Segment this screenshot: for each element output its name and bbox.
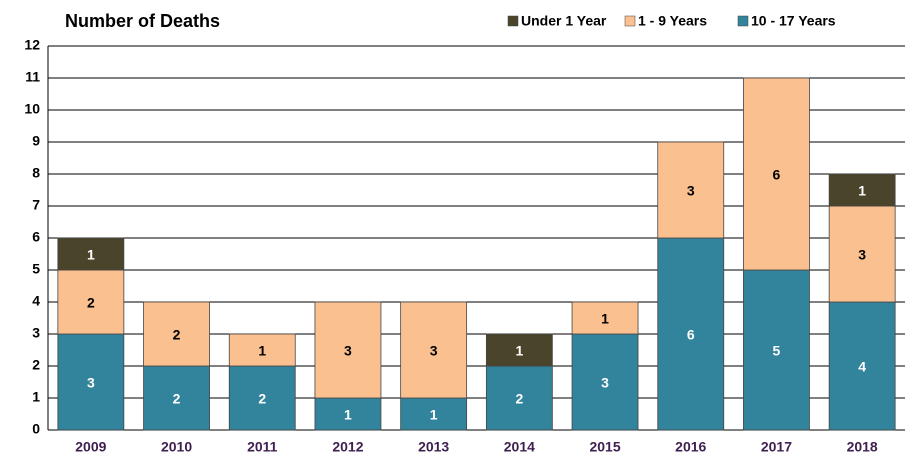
bar-segment [314, 397, 382, 431]
data-label: 1 [344, 407, 352, 423]
y-tick-label: 11 [25, 69, 40, 85]
legend-swatch [507, 15, 519, 27]
bar-segment [400, 397, 468, 431]
data-label: 1 [601, 311, 609, 327]
data-label: 3 [87, 375, 95, 391]
chart-title: Number of Deaths [65, 11, 220, 31]
y-tick-label: 9 [32, 133, 40, 149]
data-label: 3 [687, 183, 695, 199]
bar-segment [57, 333, 125, 431]
bar-segment [228, 365, 296, 431]
data-label: 3 [858, 247, 866, 263]
bar-segment [485, 333, 553, 367]
y-tick-label: 4 [32, 293, 40, 309]
data-label: 3 [430, 343, 438, 359]
bar-segment [57, 269, 125, 335]
data-label: 1 [858, 183, 866, 199]
bar-segment [400, 301, 468, 399]
data-label: 5 [773, 343, 781, 359]
y-tick-label: 5 [32, 261, 40, 277]
bar-segment [571, 333, 639, 431]
bar-segment [314, 301, 382, 399]
data-label: 3 [344, 343, 352, 359]
data-label: 1 [87, 247, 95, 263]
y-tick-label: 12 [24, 37, 40, 53]
bar-segment [743, 77, 810, 271]
y-tick-label: 3 [32, 325, 40, 341]
x-tick-label: 2016 [675, 439, 706, 455]
data-label: 6 [687, 327, 695, 343]
x-tick-label: 2014 [504, 439, 535, 455]
legend-label: 10 - 17 Years [751, 13, 836, 29]
bar-segment [228, 333, 296, 367]
bar-segment [828, 173, 896, 207]
y-tick-label: 8 [32, 165, 40, 181]
x-tick-label: 2011 [247, 439, 278, 455]
y-tick-label: 7 [32, 197, 40, 213]
data-label: 4 [858, 359, 866, 375]
data-label: 2 [87, 295, 95, 311]
data-label: 2 [258, 391, 266, 407]
legend-swatch [737, 15, 749, 27]
bar-segment [485, 365, 553, 431]
bar-segment [828, 205, 896, 303]
data-label: 2 [173, 391, 181, 407]
data-label: 1 [258, 343, 266, 359]
bar-segment [828, 301, 896, 431]
bar-segment [143, 365, 210, 431]
y-tick-label: 1 [32, 389, 40, 405]
bar-segment [657, 237, 725, 431]
x-tick-label: 2017 [761, 439, 792, 455]
legend-label: Under 1 Year [521, 13, 607, 29]
x-tick-label: 2018 [847, 439, 878, 455]
y-tick-label: 2 [32, 357, 40, 373]
y-tick-label: 10 [24, 101, 40, 117]
y-tick-label: 6 [32, 229, 40, 245]
x-tick-label: 2015 [589, 439, 620, 455]
x-tick-label: 2012 [332, 439, 363, 455]
y-tick-label: 0 [32, 421, 40, 437]
bar-segment [743, 269, 810, 431]
data-label: 2 [515, 391, 523, 407]
legend-label: 1 - 9 Years [638, 13, 707, 29]
x-tick-label: 2010 [161, 439, 192, 455]
data-label: 3 [601, 375, 609, 391]
legend-swatch [624, 15, 636, 27]
data-label: 6 [773, 167, 781, 183]
x-tick-label: 2013 [418, 439, 449, 455]
data-label: 1 [515, 343, 523, 359]
bar-segment [57, 237, 125, 271]
bar-segment [143, 301, 210, 367]
x-tick-label: 2009 [75, 439, 106, 455]
data-label: 1 [430, 407, 438, 423]
data-label: 2 [173, 327, 181, 343]
bar-segment [571, 301, 639, 335]
bar-segment [657, 141, 725, 239]
